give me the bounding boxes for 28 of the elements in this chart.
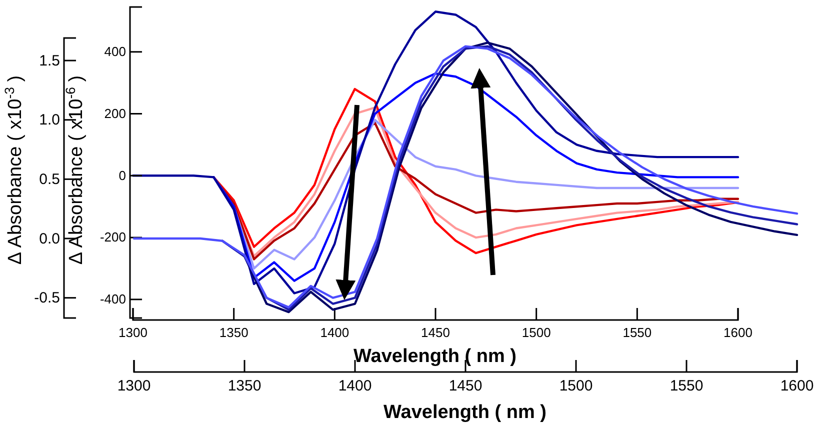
x-tick-label: 1500 [559, 378, 593, 395]
y-tick-label: -400 [100, 292, 126, 307]
x-tick-label: 1350 [219, 325, 248, 340]
x-tick-label: 1300 [118, 325, 148, 340]
x-tick-label: 1300 [117, 378, 151, 395]
line-series [132, 10, 740, 294]
y-tick-label: 0.0 [39, 230, 60, 248]
x-tick-label: 1450 [448, 378, 482, 395]
x-tick-label: 1500 [522, 325, 551, 340]
y-tick-label: -0.5 [34, 290, 60, 307]
x-tick-label: 1450 [421, 325, 450, 340]
x-tick-label: 1550 [622, 325, 652, 340]
y-tick-label: 200 [104, 106, 126, 121]
x-tick-label: 1400 [338, 378, 372, 395]
y-tick-label: 400 [104, 44, 126, 60]
line-series [212, 72, 740, 282]
x-tick-label: 1400 [320, 325, 350, 340]
y-tick-label: 0 [118, 168, 126, 183]
x-axis-title: Wavelength ( nm ) [354, 346, 516, 367]
x-tick-label: 1600 [724, 325, 752, 340]
x-tick-label: 1350 [228, 378, 262, 395]
x-axis-title: Wavelength ( nm ) [384, 402, 546, 423]
x-tick-label: 1600 [780, 378, 814, 395]
y-tick-label: 0.5 [39, 170, 60, 188]
y-tick-label: 1.5 [39, 52, 60, 70]
y-tick-label: -200 [100, 230, 126, 245]
y-tick-label: 1.0 [39, 112, 60, 129]
x-tick-label: 1550 [670, 378, 704, 395]
